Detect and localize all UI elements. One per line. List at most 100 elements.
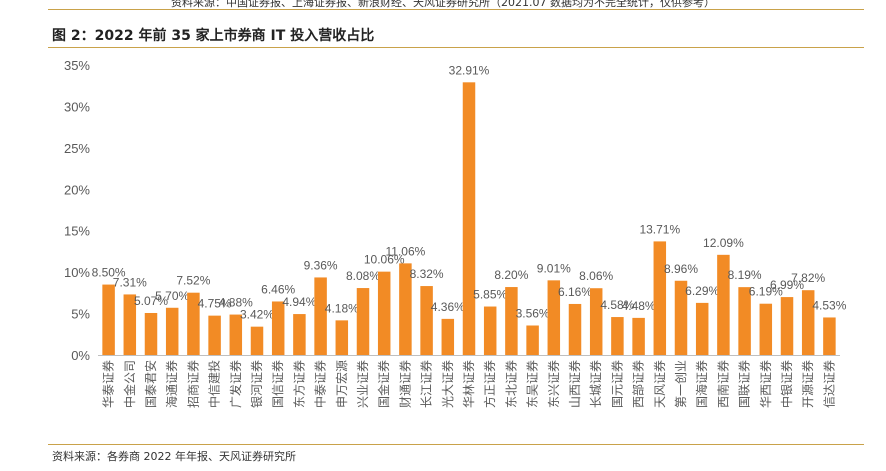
bar xyxy=(377,271,391,355)
bar xyxy=(801,290,815,355)
data-label: 8.06% xyxy=(579,269,613,283)
bar xyxy=(293,314,306,355)
bar xyxy=(123,294,137,355)
bar xyxy=(462,82,476,356)
data-label: 6.29% xyxy=(685,284,719,298)
bar xyxy=(632,317,645,355)
y-tick-label: 15% xyxy=(64,224,90,239)
x-tick-label: 华泰证券 xyxy=(101,360,116,408)
bar xyxy=(144,312,158,355)
data-label: 8.32% xyxy=(410,267,444,281)
bar xyxy=(759,303,773,355)
bar xyxy=(738,287,751,355)
y-tick-label: 35% xyxy=(64,58,90,73)
title-divider xyxy=(48,47,864,48)
x-tick-label: 招商证券 xyxy=(185,360,200,408)
top-divider xyxy=(48,9,864,10)
x-tick-label: 第一创业 xyxy=(674,360,688,408)
bar xyxy=(208,315,221,355)
data-label: 4.53% xyxy=(812,298,846,312)
y-tick-label: 0% xyxy=(71,348,90,363)
x-tick-label: 国海证券 xyxy=(694,360,709,408)
data-label: 10.06% xyxy=(364,253,405,267)
x-tick-label: 国联证券 xyxy=(737,360,752,408)
x-tick-label: 中金公司 xyxy=(122,360,137,408)
x-tick-label: 中银证券 xyxy=(779,360,794,408)
bar xyxy=(187,292,200,355)
data-label: 4.36% xyxy=(431,300,465,314)
data-label: 4.58% xyxy=(600,298,634,312)
bar xyxy=(102,284,115,355)
top-source-note: 资料来源：中国证券报、上海证券报、新浪财经、天风证券研究所（2021.07 数据… xyxy=(171,0,715,9)
x-tick-label: 广发证券 xyxy=(228,360,243,408)
data-label: 4.18% xyxy=(325,301,359,315)
data-label: 13.71% xyxy=(639,222,680,236)
bar xyxy=(653,241,667,355)
bar xyxy=(526,325,539,355)
data-label: 7.52% xyxy=(176,274,210,288)
bar xyxy=(314,277,327,355)
bar xyxy=(399,263,412,355)
x-tick-label: 山西证券 xyxy=(567,360,582,408)
bar xyxy=(589,288,603,355)
x-tick-label: 西南证券 xyxy=(715,360,730,408)
data-label: 11.06% xyxy=(385,244,425,258)
figure-title: 图 2：2022 年前 35 家上市券商 IT 投入营收占比 xyxy=(52,28,375,44)
data-label: 4.88% xyxy=(219,296,253,310)
data-label: 9.01% xyxy=(537,261,571,275)
bar xyxy=(611,317,624,355)
bar xyxy=(356,288,370,355)
data-label: 12.09% xyxy=(703,236,744,250)
data-label: 4.75% xyxy=(198,297,232,311)
bar xyxy=(335,320,349,355)
data-label: 5.07% xyxy=(134,294,168,308)
bottom-divider xyxy=(48,444,864,445)
x-tick-label: 东方证券 xyxy=(291,360,306,408)
x-tick-label: 方正证券 xyxy=(482,360,497,408)
x-tick-label: 中泰证券 xyxy=(313,360,328,408)
y-tick-label: 20% xyxy=(64,182,90,197)
bar xyxy=(420,286,433,355)
data-label: 3.56% xyxy=(516,307,550,321)
bar xyxy=(441,318,455,355)
x-tick-label: 长江证券 xyxy=(419,360,434,408)
bar xyxy=(568,303,582,355)
data-label: 8.20% xyxy=(494,268,528,282)
x-tick-label: 银河证券 xyxy=(249,360,264,408)
x-tick-label: 东兴证券 xyxy=(546,360,561,408)
x-tick-label: 东北证券 xyxy=(503,360,518,408)
x-tick-label: 西部证券 xyxy=(631,360,646,408)
data-label: 4.48% xyxy=(622,299,656,313)
bar xyxy=(695,302,709,355)
x-tick-label: 开源证券 xyxy=(800,360,815,408)
x-tick-label: 申万宏源 xyxy=(334,360,349,408)
y-tick-label: 10% xyxy=(64,265,90,280)
bar xyxy=(547,280,561,355)
bar-chart: 0% 5% 10% 15% 20% 25% 30% 35% 8.50% 华泰证券 7.31% 中金公司… xyxy=(64,58,847,408)
x-tick-label: 长城证券 xyxy=(588,360,603,408)
data-label: 7.31% xyxy=(113,275,147,289)
x-tick-label: 华林证券 xyxy=(461,360,476,408)
x-tick-label: 华西证券 xyxy=(758,360,773,408)
data-label: 3.42% xyxy=(240,308,274,322)
x-tick-label: 天风证券 xyxy=(652,360,667,408)
bar xyxy=(780,297,794,355)
data-label: 8.50% xyxy=(92,266,126,280)
x-tick-label: 国泰君安 xyxy=(143,360,158,408)
data-label: 8.96% xyxy=(664,262,698,276)
x-tick-label: 财通证券 xyxy=(397,360,412,408)
bar xyxy=(250,326,264,355)
data-label: 5.70% xyxy=(155,289,189,303)
bar xyxy=(271,301,285,355)
bar xyxy=(165,307,179,355)
data-label: 5.85% xyxy=(473,288,507,302)
x-tick-label: 中信建投 xyxy=(207,360,222,408)
data-label: 8.19% xyxy=(728,268,762,282)
bar xyxy=(229,314,243,355)
bar xyxy=(717,254,730,355)
y-tick-label: 30% xyxy=(64,99,90,114)
data-label: 6.19% xyxy=(749,285,783,299)
y-tick-label: 25% xyxy=(64,141,90,156)
x-tick-label: 信达证券 xyxy=(821,360,836,408)
bar xyxy=(823,317,836,355)
